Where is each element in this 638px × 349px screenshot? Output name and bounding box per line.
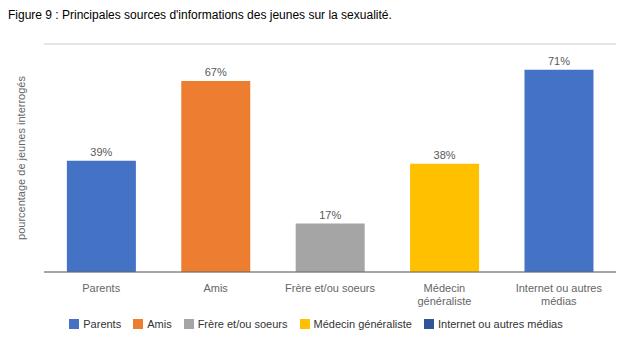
html-text:Parents: Parents	[83, 318, 122, 330]
svg-text:Médecingénéraliste: Médecingénéraliste	[417, 282, 471, 307]
svg-text:Frère et/ou soeurs: Frère et/ou soeurs	[285, 282, 375, 294]
html-text:Amis: Amis	[147, 318, 172, 330]
svg-text:17%: 17%	[319, 209, 341, 221]
svg-text:71%: 71%	[548, 55, 570, 67]
svg-text:pourcentage de jeunes interrog: pourcentage de jeunes interrogés	[15, 76, 27, 240]
svg-text:Parents: Parents	[82, 282, 120, 294]
svg-text:67%: 67%	[205, 66, 227, 78]
html-text:Médecin généraliste: Médecin généraliste	[313, 318, 412, 330]
svg-text:38%: 38%	[434, 149, 456, 161]
html-text:Frère et/ou soeurs: Frère et/ou soeurs	[197, 318, 288, 330]
svg-text:Amis: Amis	[203, 282, 228, 294]
svg-text:39%: 39%	[90, 146, 112, 158]
html-text:Internet ou autres médias: Internet ou autres médias	[438, 318, 563, 330]
html-text:Figure 9 : Principales sources: Figure 9 : Principales sources d'informa…	[8, 8, 392, 22]
svg-text:Internet ou autresmédias: Internet ou autresmédias	[516, 282, 603, 307]
